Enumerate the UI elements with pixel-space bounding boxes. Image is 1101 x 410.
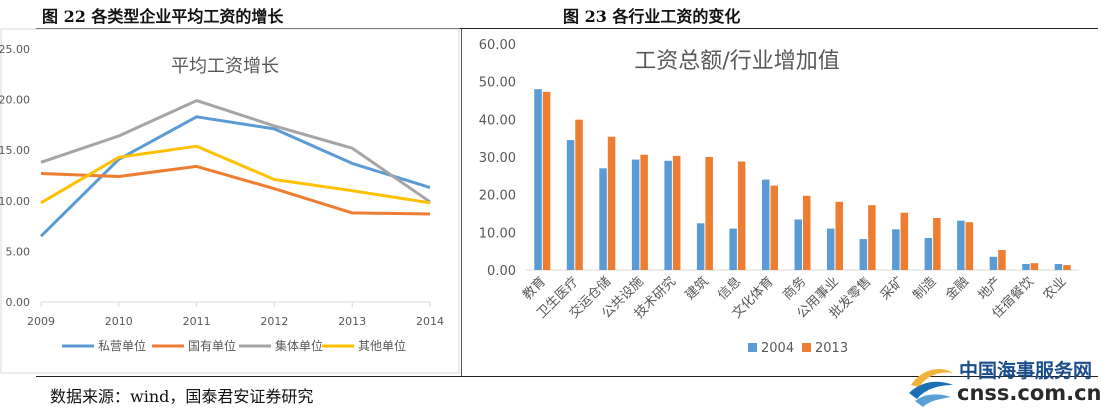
figure-22-title: 图 22 各类型企业平均工资的增长 — [42, 7, 284, 26]
bar-2013 — [1030, 263, 1039, 270]
legend-label: 2013 — [815, 341, 848, 356]
figure-23-title: 图 23 各行业工资的变化 — [563, 7, 741, 26]
watermark-site-name: 中国海事服务网 — [959, 360, 1093, 382]
bar-2013 — [868, 205, 876, 270]
category-label: 商务 — [780, 274, 810, 304]
bar-chart-wage-to-value-added: 工资总额/行业增加值 0.00 10.00 20.00 30.00 40.00 50.00… — [479, 38, 1079, 356]
y-tick-label: 60.00 — [479, 38, 516, 53]
y-tick-label: 5.00 — [6, 245, 31, 258]
x-tick-label: 2009 — [27, 315, 55, 328]
series-line — [40, 99, 431, 204]
category-label: 信息 — [715, 274, 745, 304]
series-line — [40, 144, 431, 205]
x-tick-label: 2010 — [105, 315, 133, 328]
bar-2004 — [566, 140, 575, 270]
chart-frame — [0, 28, 460, 374]
y-tick-label: 20.00 — [0, 94, 30, 107]
bar-2013 — [1063, 265, 1071, 270]
y-tick-label: 25.00 — [0, 43, 30, 56]
bar-2004 — [729, 228, 737, 270]
bar-2013 — [770, 185, 778, 270]
watermark-url: cnss.com.cn — [957, 381, 1101, 405]
category-label: 制造 — [910, 274, 939, 303]
legend-swatch — [748, 343, 757, 352]
y-tick-label: 0.00 — [487, 264, 516, 279]
legend-label: 集体单位 — [275, 338, 323, 353]
bar-2004 — [534, 89, 542, 270]
figure-divider — [461, 28, 462, 376]
bar-2013 — [575, 119, 583, 270]
x-tick-label: 2013 — [338, 315, 366, 328]
bar-2013 — [803, 195, 811, 270]
legend-label: 2004 — [761, 341, 794, 356]
top-rule — [36, 28, 1098, 29]
bar-2013 — [835, 201, 843, 270]
y-tick-label: 30.00 — [479, 151, 516, 166]
bar-2004 — [989, 256, 998, 270]
bar-2004 — [892, 229, 900, 270]
bar-2013 — [965, 222, 974, 270]
y-tick-label: 40.00 — [479, 113, 516, 128]
bar-2004 — [957, 220, 965, 270]
bar-2004 — [1022, 264, 1030, 270]
legend-label: 其他单位 — [358, 338, 406, 353]
category-label: 金融 — [942, 274, 972, 304]
y-tick-label: 20.00 — [479, 189, 516, 204]
bar-2004 — [794, 219, 802, 270]
y-tick-label: 10.00 — [0, 195, 30, 208]
bar-2013 — [542, 91, 551, 270]
bar-2004 — [762, 179, 770, 270]
bar-2004 — [827, 228, 835, 270]
legend-label: 私营单位 — [98, 338, 146, 353]
bar-2013 — [998, 250, 1006, 270]
x-tick-label: 2012 — [260, 315, 288, 328]
bar-2013 — [737, 161, 746, 270]
bar-2013 — [640, 154, 648, 270]
category-label: 农业 — [1041, 274, 1070, 303]
bar-2004 — [599, 168, 607, 270]
data-source-note: 数据来源：wind，国泰君安证券研究 — [50, 387, 314, 406]
bottom-rule — [36, 376, 1098, 377]
series-line — [40, 164, 431, 216]
line-chart-average-wage-growth: 平均工资增长 2009 2010 2011 2012 2013 2014 0.00 5.00 1… — [0, 28, 460, 374]
y-tick-label: 10.00 — [479, 226, 516, 241]
bar-2004 — [664, 160, 672, 270]
y-tick-label: 15.00 — [0, 144, 30, 157]
wave-logo-icon — [909, 369, 953, 407]
x-tick-label: 2011 — [183, 315, 211, 328]
legend-label: 国有单位 — [188, 338, 236, 353]
bar-2013 — [933, 218, 941, 270]
category-label: 采矿 — [878, 274, 907, 303]
bar-2013 — [672, 155, 681, 270]
chart-title: 平均工资增长 — [171, 56, 279, 77]
y-tick-label: 0.00 — [6, 296, 31, 309]
bar-2004 — [924, 238, 933, 270]
category-label: 建筑 — [682, 274, 712, 304]
chart-title: 工资总额/行业增加值 — [634, 49, 839, 74]
series-line — [39, 115, 431, 238]
bar-2004 — [1054, 264, 1063, 270]
bar-2013 — [705, 157, 713, 270]
legend-swatch — [802, 343, 811, 352]
bar-2004 — [859, 239, 868, 270]
bar-2013 — [607, 136, 616, 270]
watermark-logo: 中国海事服务网 cnss.com.cn — [907, 353, 1101, 410]
category-label: 教育 — [519, 274, 549, 304]
bar-2013 — [900, 212, 909, 270]
bar-2004 — [696, 223, 705, 270]
category-label: 地产 — [976, 274, 1005, 303]
bar-2004 — [631, 159, 640, 270]
y-tick-label: 50.00 — [479, 76, 516, 91]
x-tick-label: 2014 — [416, 315, 444, 328]
